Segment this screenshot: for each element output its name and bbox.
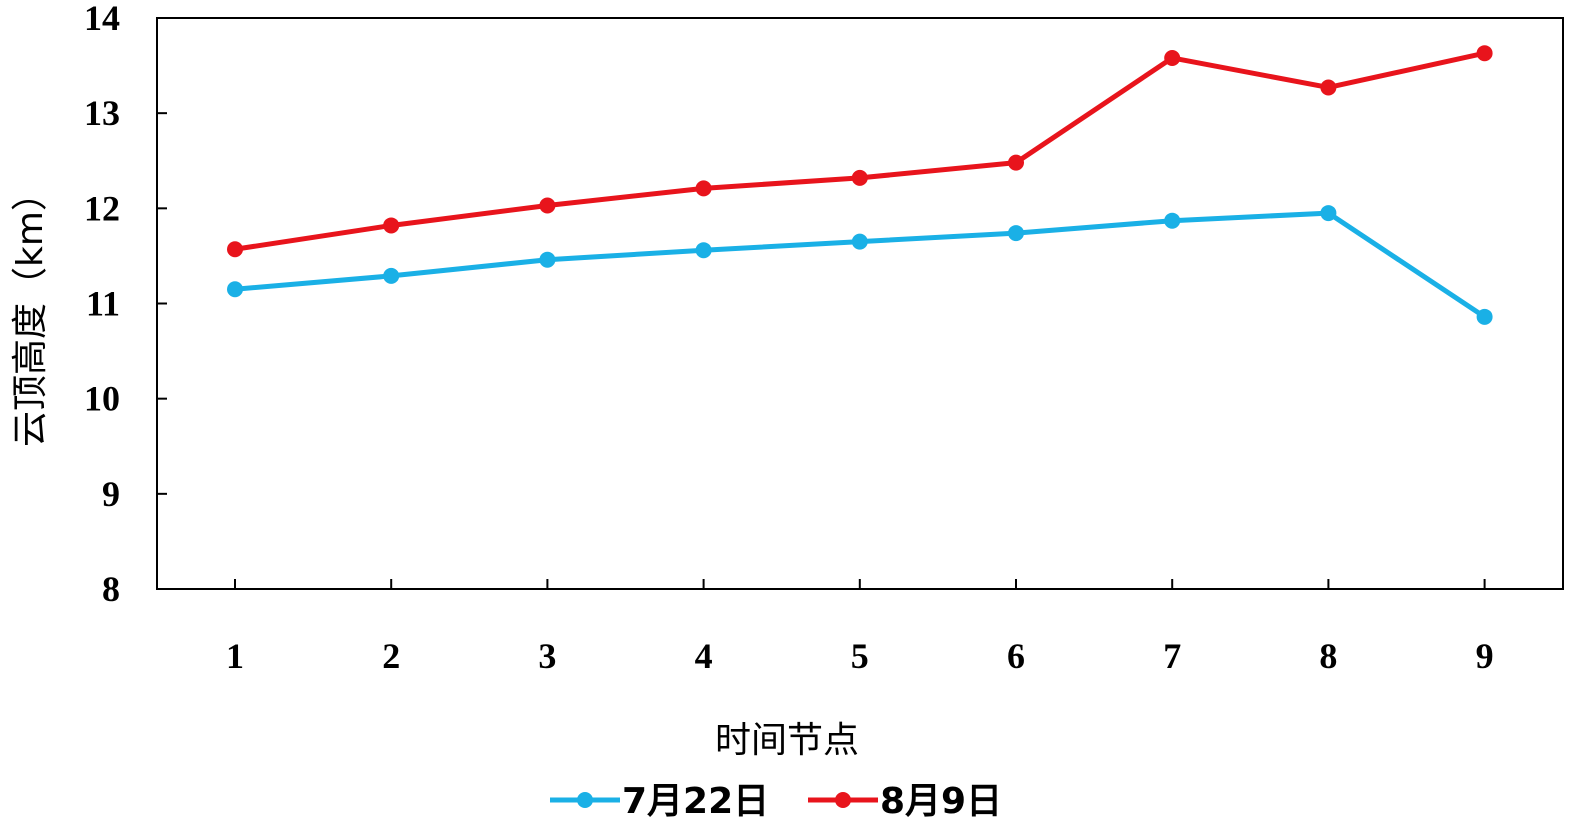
series-layer — [227, 45, 1493, 325]
legend-label: 8月9日 — [880, 781, 1002, 822]
x-tick-label: 1 — [226, 636, 244, 676]
y-tick-label: 8 — [102, 569, 120, 609]
y-tick-label: 13 — [84, 93, 120, 133]
data-point — [695, 180, 712, 197]
plot-frame — [156, 17, 1564, 590]
y-tick-label: 12 — [84, 188, 120, 228]
y-axis-title: 云顶高度（km） — [10, 175, 51, 447]
data-point — [227, 241, 243, 258]
x-axis-ticks: 1 2 3 4 5 6 7 8 9 — [226, 579, 1494, 676]
data-point — [1008, 154, 1024, 171]
data-point — [1476, 308, 1493, 325]
data-point — [1476, 45, 1493, 62]
legend-label: 7月22日 — [622, 781, 769, 822]
x-tick-label: 3 — [538, 636, 556, 676]
data-point — [695, 242, 712, 259]
x-tick-label: 6 — [1007, 636, 1025, 676]
axes — [156, 17, 1564, 590]
data-point — [851, 169, 868, 186]
legend-swatch-marker — [577, 792, 593, 808]
legend: 7月22日 8月9日 — [550, 781, 1002, 822]
x-tick-label: 4 — [695, 636, 713, 676]
series-2 — [227, 45, 1493, 258]
data-point — [539, 197, 556, 214]
legend-swatch-marker — [835, 792, 851, 808]
x-tick-label: 8 — [1319, 636, 1337, 676]
data-point — [383, 217, 400, 234]
legend-item-2: 8月9日 — [808, 781, 1002, 822]
data-point — [1164, 212, 1181, 229]
data-point — [539, 251, 556, 268]
series-1 — [227, 205, 1493, 325]
y-axis-ticks: 8 9 10 11 12 13 14 — [84, 0, 167, 609]
y-tick-label: 10 — [84, 379, 120, 419]
y-tick-label: 14 — [84, 0, 120, 38]
data-point — [1320, 79, 1337, 96]
y-tick-label: 9 — [102, 474, 120, 514]
legend-item-1: 7月22日 — [550, 781, 769, 822]
x-tick-label: 9 — [1476, 636, 1494, 676]
series-line — [234, 210, 1486, 319]
x-tick-label: 5 — [851, 636, 869, 676]
data-point — [1164, 49, 1181, 66]
x-axis-title: 时间节点 — [715, 720, 859, 761]
data-point — [227, 281, 243, 298]
y-tick-label: 11 — [86, 284, 120, 324]
data-point — [851, 233, 868, 250]
x-tick-label: 2 — [382, 636, 400, 676]
x-tick-label: 7 — [1163, 636, 1181, 676]
data-point — [1008, 225, 1024, 242]
data-point — [1320, 205, 1337, 222]
data-point — [383, 267, 400, 284]
series-line — [234, 50, 1486, 252]
